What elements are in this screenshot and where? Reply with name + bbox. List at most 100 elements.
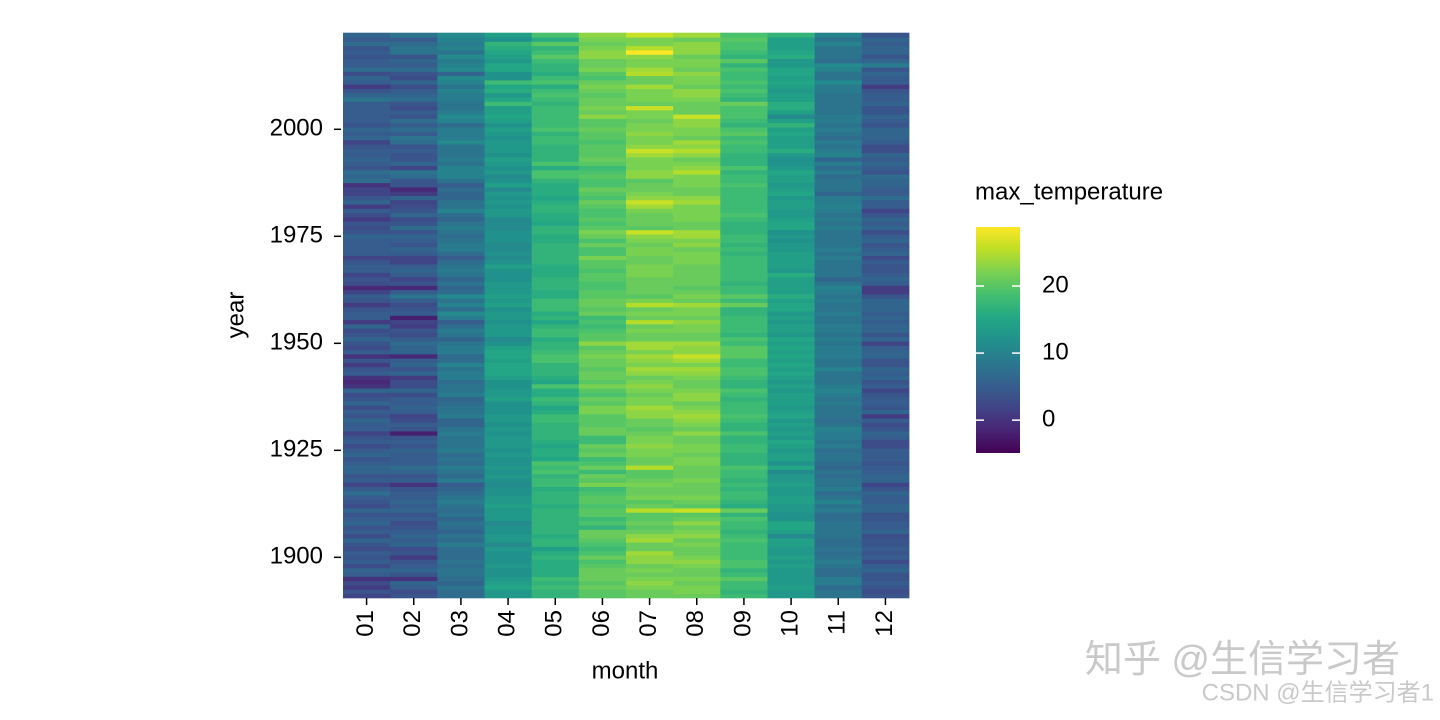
heat-cell <box>673 422 721 428</box>
heat-cell <box>531 340 580 346</box>
heat-cell <box>531 109 580 115</box>
heat-cell <box>437 276 485 282</box>
heat-cell <box>578 366 627 372</box>
heat-cell <box>578 482 627 488</box>
heat-cell <box>673 477 721 483</box>
heat-cell <box>531 366 580 372</box>
heat-cell <box>437 503 485 509</box>
heat-cell <box>484 114 533 119</box>
heat-cell <box>814 362 863 368</box>
heat-cell <box>720 135 768 141</box>
heat-cell <box>673 45 721 51</box>
heat-cell <box>484 490 533 496</box>
heat-cell <box>673 456 721 462</box>
heat-cell <box>343 362 391 368</box>
heat-cell <box>484 529 533 535</box>
heat-cell <box>390 62 438 68</box>
heat-cell <box>578 494 627 500</box>
heat-cell <box>343 96 391 102</box>
heat-cell <box>673 79 721 85</box>
heat-cell <box>578 396 627 402</box>
heat-cell <box>437 576 485 582</box>
heat-cell <box>720 473 768 479</box>
heat-cell <box>484 465 533 470</box>
heat-cell <box>437 96 485 102</box>
heat-cell <box>437 238 485 244</box>
heat-cell <box>484 109 533 115</box>
heat-cell <box>861 182 910 188</box>
heat-cell <box>861 383 910 389</box>
heat-cell <box>814 400 863 406</box>
heat-cell <box>814 105 863 111</box>
heat-cell <box>814 375 863 381</box>
heat-cell <box>484 276 533 282</box>
heat-cell <box>437 280 485 286</box>
heat-cell <box>814 529 863 535</box>
heat-cell <box>861 289 910 295</box>
heat-cell <box>390 58 438 64</box>
heat-cell <box>343 417 391 423</box>
heat-cell <box>814 563 863 569</box>
heat-cell <box>767 41 816 47</box>
heat-cell <box>484 323 533 329</box>
heat-cell <box>861 465 910 470</box>
heat-cell <box>531 499 580 505</box>
heat-cell <box>720 250 768 256</box>
heat-cell <box>767 486 816 492</box>
heat-cell <box>720 366 768 372</box>
heat-cell <box>767 212 816 218</box>
heat-cell <box>343 250 391 256</box>
heat-cell <box>531 268 580 273</box>
heat-cell <box>437 430 485 436</box>
heat-cell <box>578 152 627 158</box>
heat-cell <box>814 66 863 72</box>
heat-cell <box>720 563 768 569</box>
heat-cell <box>720 589 768 595</box>
heat-cell <box>861 417 910 423</box>
heat-cell <box>861 161 910 166</box>
heat-cell <box>390 366 438 372</box>
heat-cell <box>531 447 580 453</box>
heat-cell <box>437 520 485 526</box>
heat-cell <box>578 550 627 556</box>
heat-cell <box>720 62 768 68</box>
heat-cell <box>861 208 910 214</box>
heat-cell <box>437 589 485 595</box>
heat-cell <box>767 233 816 239</box>
heat-cell <box>673 289 721 295</box>
heat-cell <box>720 516 768 522</box>
heat-cell <box>484 310 533 316</box>
heat-cell <box>814 559 863 565</box>
heat-cell <box>720 460 768 466</box>
heat-cell <box>720 392 768 398</box>
heat-cell <box>390 503 438 509</box>
heat-cell <box>673 293 721 299</box>
heat-cell <box>720 96 768 102</box>
heat-cell <box>437 36 485 42</box>
heat-cell <box>673 379 721 385</box>
heat-cell <box>861 554 910 560</box>
heat-cell <box>626 101 674 107</box>
heat-cell <box>437 302 485 308</box>
heat-cell <box>861 422 910 428</box>
heat-cell <box>673 494 721 500</box>
heat-cell <box>814 84 863 89</box>
heat-cell <box>343 358 391 363</box>
heat-cell <box>484 315 533 321</box>
heat-cell <box>390 580 438 586</box>
colorbar <box>976 227 1020 453</box>
heat-cell <box>720 319 768 325</box>
heat-cell <box>814 323 863 329</box>
heat-cell <box>343 524 391 530</box>
heat-cell <box>673 178 721 184</box>
heat-cell <box>343 375 391 381</box>
heat-cell <box>626 439 674 445</box>
heat-cell <box>767 319 816 325</box>
heat-cell <box>814 135 863 141</box>
heat-cell <box>578 45 627 51</box>
heat-cell <box>390 332 438 338</box>
heat-cell <box>767 195 816 201</box>
heat-cell <box>484 362 533 368</box>
heat-cell <box>343 84 391 89</box>
heat-cell <box>720 345 768 351</box>
